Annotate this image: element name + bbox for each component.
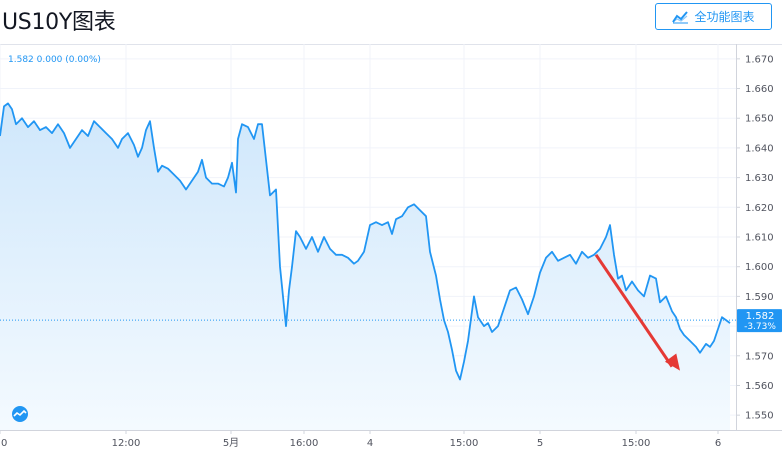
y-tick-label: 1.660 xyxy=(745,84,774,95)
x-tick-label: 15:00 xyxy=(622,438,651,449)
x-tick-label: 15:00 xyxy=(450,438,479,449)
y-tick-label: 1.670 xyxy=(745,54,774,65)
tradingview-logo-icon[interactable] xyxy=(9,406,31,422)
y-tick-label: 1.560 xyxy=(745,381,774,392)
y-tick-label: 1.620 xyxy=(745,203,774,214)
price-chart[interactable]: 1.670 1.660 1.650 1.640 1.630 1.620 1.610 1.600… xyxy=(0,44,782,454)
y-tick-label: 1.550 xyxy=(745,411,774,422)
y-tick-label: 1.630 xyxy=(745,173,774,184)
last-price-change: -3.73% xyxy=(744,322,776,332)
x-tick-label: 6 xyxy=(715,438,721,449)
chart-area[interactable]: 1.670 1.660 1.650 1.640 1.630 1.620 1.610 1.600… xyxy=(0,44,782,454)
legend-last: 1.582 xyxy=(8,55,34,65)
x-tick-label: 0 xyxy=(1,438,7,449)
chart-icon xyxy=(672,10,689,23)
y-tick-label: 1.640 xyxy=(745,143,774,154)
x-tick-label: 12:00 xyxy=(112,438,141,449)
x-tick-label: 16:00 xyxy=(290,438,319,449)
y-tick-label: 1.590 xyxy=(745,292,774,303)
legend-change-pct: (0.00%) xyxy=(65,55,101,65)
full-chart-button[interactable]: 全功能图表 xyxy=(655,3,772,30)
series-line xyxy=(0,102,731,381)
page-title: US10Y图表 xyxy=(2,10,116,35)
y-tick-label: 1.600 xyxy=(745,262,774,273)
y-tick-label: 1.610 xyxy=(745,233,774,244)
annotation-arrow-shaft xyxy=(594,253,674,368)
y-tick-label: 1.650 xyxy=(745,114,774,125)
x-tick-label: 5 xyxy=(537,438,543,449)
last-price-tag xyxy=(737,309,782,333)
full-chart-label: 全功能图表 xyxy=(694,10,755,24)
x-tick-label: 4 xyxy=(367,438,373,449)
last-price-value: 1.582 xyxy=(746,311,775,322)
y-tick-label: 1.570 xyxy=(745,351,774,362)
chart-header: US10Y图表 全功能图表 xyxy=(0,0,782,38)
legend-values: 1.582 0.000 (0.00%) xyxy=(8,55,101,65)
annotation-arrow-head xyxy=(664,353,680,371)
legend-change: 0.000 xyxy=(36,55,63,65)
x-tick-label: 5月 xyxy=(223,437,239,449)
